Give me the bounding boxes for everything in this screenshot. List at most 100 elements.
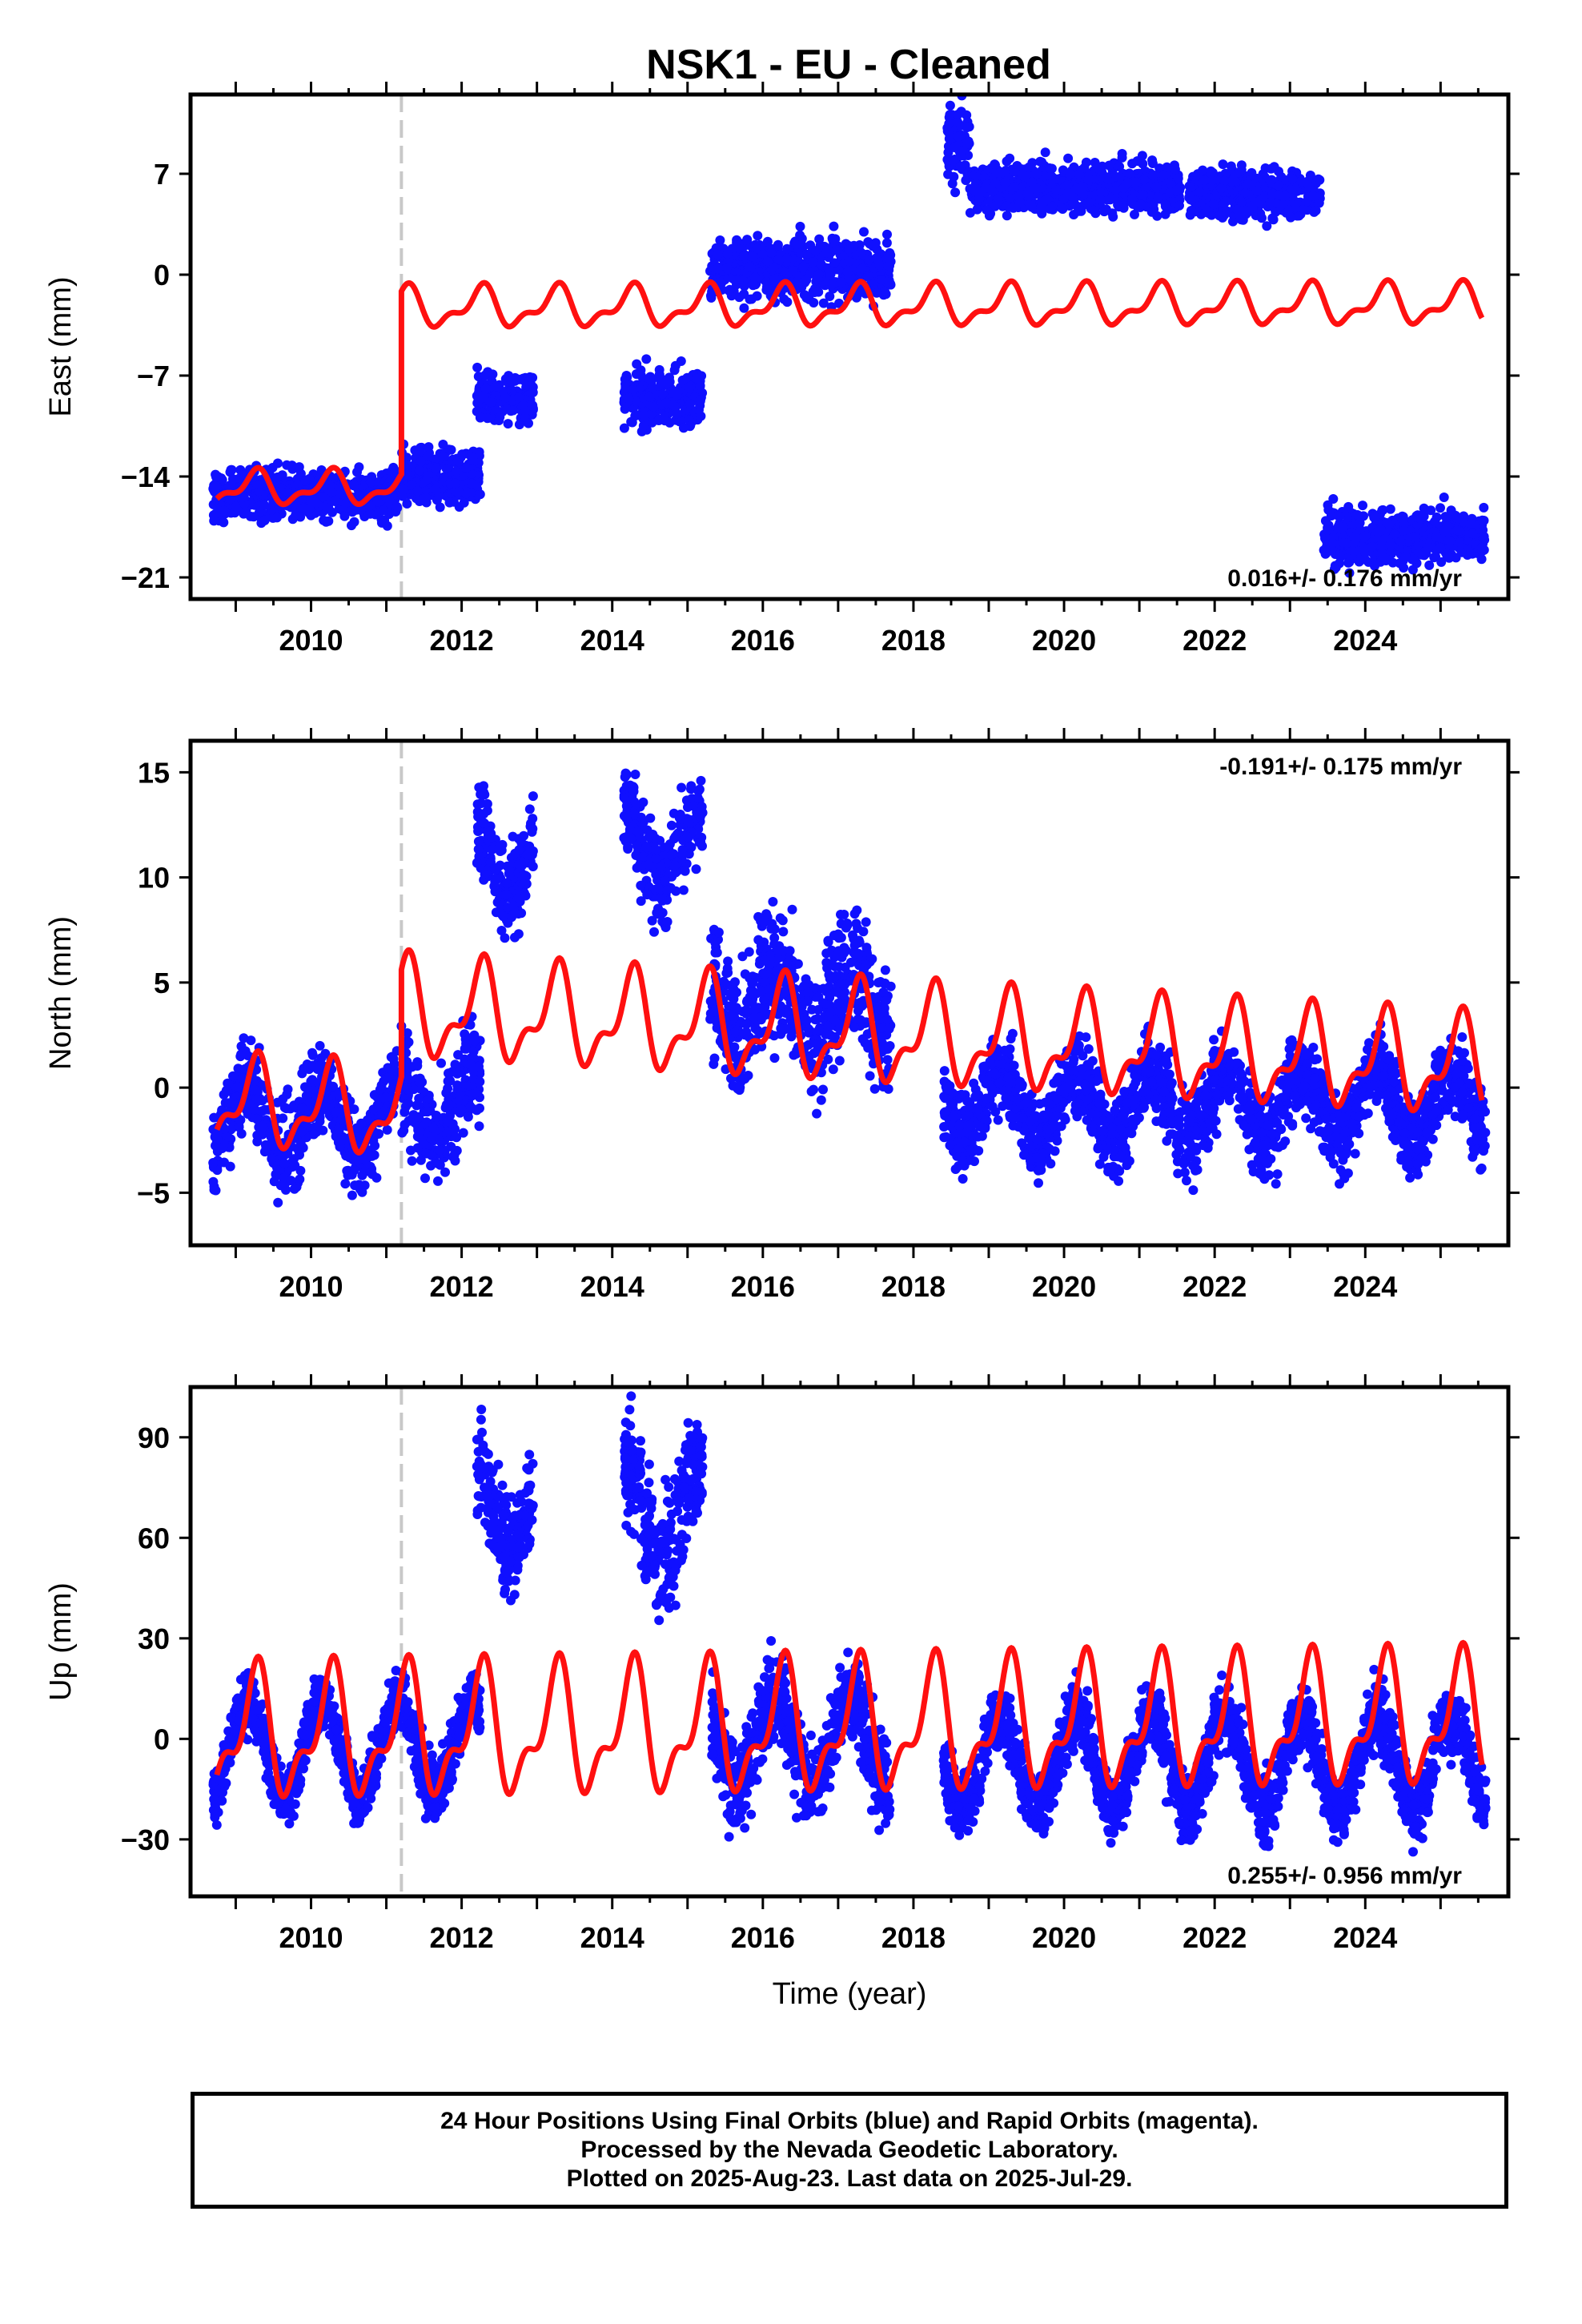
data-point (646, 409, 656, 419)
data-point (827, 279, 837, 289)
data-point (472, 490, 483, 501)
data-point (404, 1116, 414, 1126)
data-point (829, 221, 839, 231)
data-point (842, 267, 853, 277)
data-point (882, 229, 892, 239)
data-point (1171, 186, 1182, 196)
data-point (286, 1176, 296, 1186)
data-point (870, 238, 881, 248)
data-point (1431, 552, 1440, 561)
data-point (237, 493, 247, 503)
data-point (945, 131, 955, 141)
data-point (506, 376, 516, 386)
data-point (430, 454, 440, 464)
data-point (228, 474, 238, 485)
data-point (331, 1107, 342, 1117)
data-point (1275, 200, 1286, 211)
data-point (451, 466, 461, 476)
data-point (885, 260, 894, 271)
data-point (296, 1126, 307, 1136)
x-tick-label: 2012 (430, 624, 494, 657)
data-point (953, 110, 963, 119)
data-point (1147, 159, 1158, 168)
data-point (881, 238, 892, 248)
data-point (273, 458, 283, 468)
data-point (277, 1151, 287, 1161)
data-point (753, 231, 763, 241)
data-point (453, 1050, 464, 1060)
data-point (1279, 191, 1290, 201)
data-point (311, 497, 321, 508)
data-point (486, 397, 496, 408)
data-point (412, 1061, 423, 1071)
data-point (757, 249, 768, 259)
data-point (877, 275, 887, 285)
data-point (1226, 161, 1236, 171)
data-point (672, 408, 682, 419)
data-point (1423, 541, 1434, 552)
data-point (632, 359, 642, 369)
data-point (795, 221, 805, 231)
data-point (481, 384, 492, 394)
data-point (745, 261, 754, 271)
data-point (1110, 185, 1121, 195)
data-point (1352, 510, 1363, 520)
data-point (1408, 554, 1419, 565)
data-point (808, 257, 818, 267)
data-point (945, 110, 955, 120)
data-point (1153, 192, 1163, 203)
data-point (1240, 205, 1251, 215)
data-point (443, 1076, 453, 1087)
y-tick-label: −21 (121, 561, 170, 594)
data-point (347, 1169, 357, 1180)
data-point (1004, 193, 1014, 203)
data-point (1389, 529, 1399, 540)
data-point (1035, 156, 1046, 167)
data-point (363, 1150, 374, 1160)
data-point (1221, 196, 1231, 207)
data-point (1014, 191, 1024, 202)
data-point (1468, 529, 1478, 539)
data-point (1198, 165, 1208, 175)
data-point (1032, 169, 1042, 179)
data-point (208, 1158, 219, 1168)
data-point (460, 489, 471, 499)
data-point (1232, 204, 1243, 215)
data-point (1303, 181, 1314, 191)
data-point (1291, 184, 1300, 195)
data-point (1131, 177, 1141, 187)
data-point (391, 501, 402, 512)
data-point (269, 1176, 279, 1187)
data-point (454, 1067, 464, 1076)
data-point (327, 487, 337, 497)
data-point (1385, 504, 1395, 514)
data-point (248, 512, 259, 522)
data-point (356, 1118, 367, 1128)
data-point (283, 488, 293, 498)
data-point (1083, 174, 1094, 184)
data-point (1243, 179, 1253, 189)
data-point (209, 516, 219, 526)
data-point (1445, 536, 1456, 546)
x-tick-label: 2018 (881, 624, 946, 657)
data-point (955, 162, 966, 172)
data-point (421, 493, 432, 503)
data-point (431, 484, 441, 494)
data-point (1040, 147, 1050, 158)
data-point (365, 509, 375, 519)
data-point (431, 463, 441, 473)
data-point (339, 511, 350, 521)
data-point (827, 233, 837, 243)
data-point (964, 122, 974, 132)
data-point (1005, 153, 1015, 163)
data-point (259, 500, 270, 510)
data-point (331, 495, 341, 505)
data-point (1151, 182, 1162, 191)
data-point (424, 442, 434, 452)
data-point (954, 131, 964, 142)
data-point (279, 1103, 290, 1112)
data-point (1138, 190, 1148, 200)
data-point (1207, 175, 1218, 186)
data-point (422, 1107, 432, 1117)
data-point (407, 1156, 417, 1166)
